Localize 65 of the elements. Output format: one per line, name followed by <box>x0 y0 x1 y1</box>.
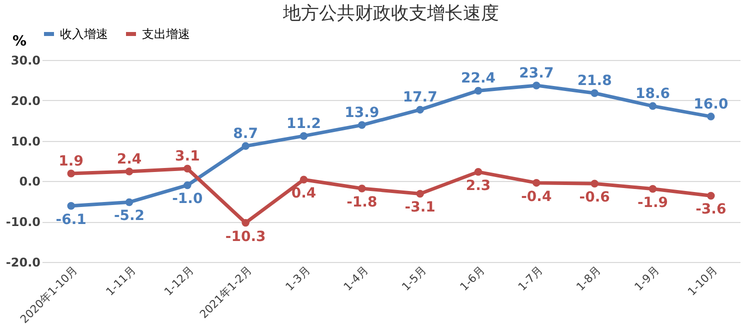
data-label: -1.8 <box>346 194 378 210</box>
chart-title: 地方公共财政收支增长速度 <box>282 3 499 24</box>
point <box>67 202 75 210</box>
data-label: 23.7 <box>519 65 554 82</box>
data-label: -1.9 <box>637 194 668 211</box>
point <box>358 121 366 129</box>
y-tick-label: 30.0 <box>10 54 40 68</box>
point <box>648 102 657 110</box>
point <box>242 142 250 150</box>
point <box>67 170 75 178</box>
point <box>474 168 482 176</box>
y-tick-label: 20.0 <box>10 94 40 108</box>
data-label: 0.4 <box>291 186 316 202</box>
x-tick-label: 1-7月 <box>516 264 546 294</box>
data-label: 16.0 <box>694 96 728 113</box>
legend-label: 支出增速 <box>142 27 190 41</box>
data-label: 11.2 <box>286 116 322 132</box>
point <box>184 164 192 173</box>
legend-label: 收入增速 <box>60 27 108 41</box>
x-tick-label: 1-5月 <box>399 264 430 294</box>
data-label: 18.6 <box>635 86 670 102</box>
y-tick-label: 0.0 <box>19 174 40 189</box>
data-label: 2.3 <box>466 178 491 194</box>
data-label: -3.6 <box>696 202 726 218</box>
point <box>300 176 308 184</box>
data-label: 22.4 <box>460 70 496 87</box>
point <box>648 185 657 193</box>
point <box>532 82 540 90</box>
data-label: 21.8 <box>577 73 612 90</box>
point <box>707 112 715 120</box>
y-tick-label: -20.0 <box>6 256 40 270</box>
data-label: -5.2 <box>114 208 145 224</box>
x-tick-label: 1-9月 <box>632 264 662 294</box>
x-tick-label: 1-6月 <box>458 264 488 294</box>
data-label: -6.1 <box>56 212 86 228</box>
point <box>416 190 424 198</box>
x-tick-label: 1-3月 <box>283 264 313 294</box>
point <box>707 192 715 200</box>
y-tick-label: 10.0 <box>10 134 40 148</box>
point <box>125 198 134 206</box>
data-label: 17.7 <box>402 90 438 106</box>
point <box>590 89 598 97</box>
point <box>416 106 424 114</box>
point <box>358 184 366 192</box>
data-label: -0.4 <box>521 188 552 205</box>
data-label: 2.4 <box>116 152 142 168</box>
data-label: -0.6 <box>579 190 610 206</box>
x-tick-label: 1-4月 <box>341 264 371 294</box>
point <box>300 132 308 140</box>
y-axis-title: % <box>12 34 27 50</box>
point <box>532 178 540 187</box>
data-label: 3.1 <box>175 148 200 165</box>
y-tick-label: -10.0 <box>6 215 40 230</box>
x-tick-label: 1-8月 <box>574 264 604 294</box>
data-label: 8.7 <box>233 126 258 142</box>
point <box>474 86 482 95</box>
data-label: -10.3 <box>225 228 266 245</box>
point <box>242 218 250 227</box>
data-label: 1.9 <box>58 154 84 170</box>
data-label: -3.1 <box>404 200 436 216</box>
point <box>184 181 192 190</box>
data-label: 13.9 <box>344 105 380 122</box>
data-label: -1.0 <box>172 191 203 208</box>
point <box>125 168 134 176</box>
point <box>590 180 598 188</box>
